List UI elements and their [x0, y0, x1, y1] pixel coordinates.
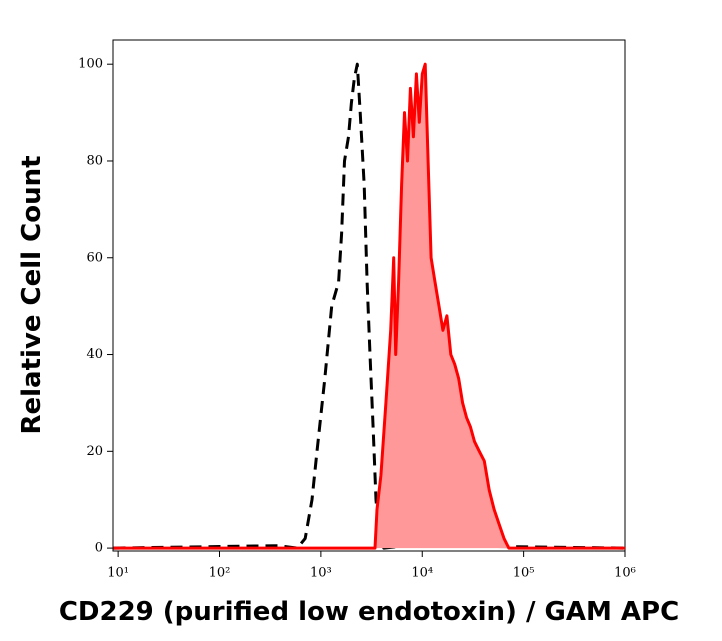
x-tick-label: 10² [209, 566, 231, 581]
x-tick-label: 10³ [310, 566, 332, 581]
y-tick-label: 100 [78, 57, 103, 72]
histogram-line [113, 62, 625, 550]
histogram-line [113, 62, 626, 550]
x-tick-label: 10¹ [107, 566, 129, 581]
plot-frame [112, 39, 626, 552]
y-tick-label: 40 [86, 347, 103, 362]
y-tick-label: 60 [86, 250, 103, 265]
x-axis-title: CD229 (purified low endotoxin) / GAM APC [59, 597, 679, 627]
y-tick-label: 20 [86, 444, 103, 459]
x-tick-label: 10⁴ [411, 566, 433, 581]
x-tick-label: 10⁶ [614, 566, 636, 581]
y-tick-label: 80 [86, 153, 103, 168]
y-tick-label: 0 [95, 541, 103, 556]
y-axis-title: Relative Cell Count [17, 155, 47, 434]
x-tick-label: 10⁵ [513, 566, 535, 581]
